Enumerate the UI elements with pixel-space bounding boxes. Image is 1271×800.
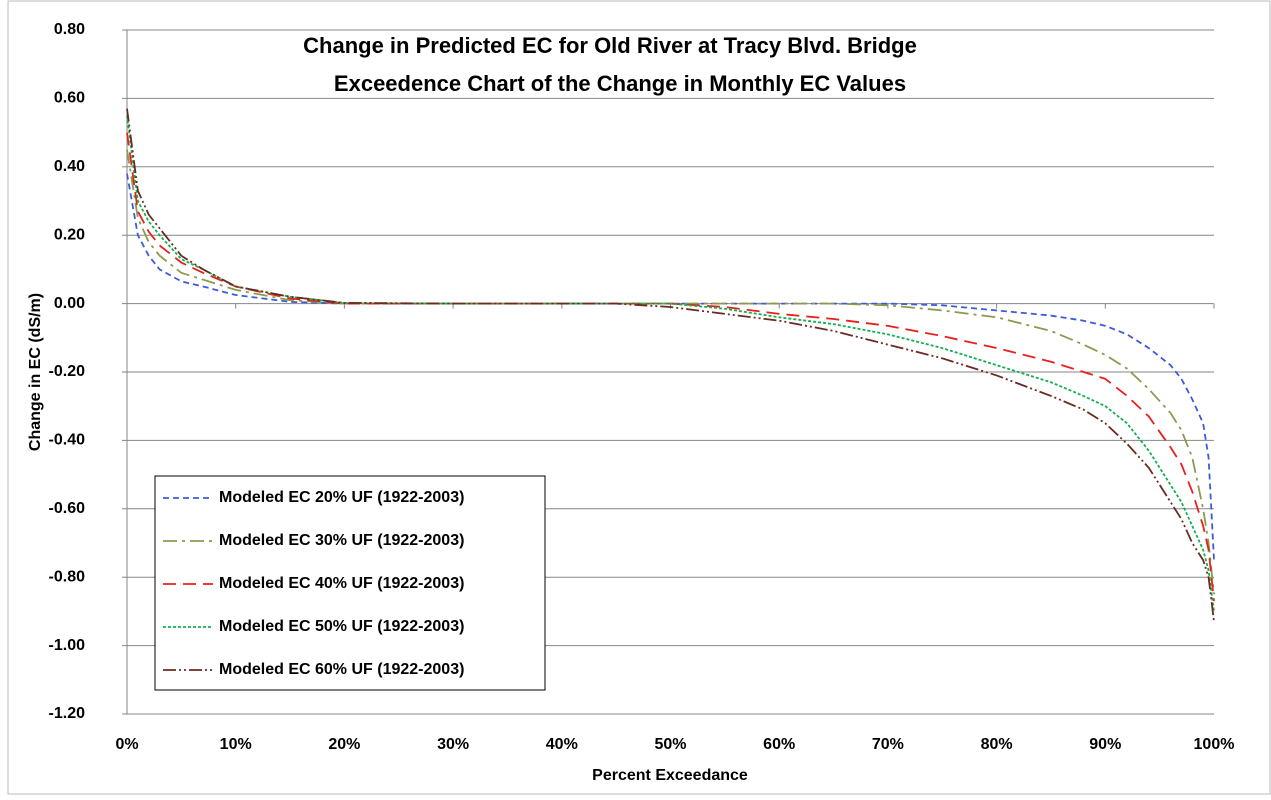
y-tick-label: 0.20 (54, 226, 85, 243)
chart-subtitle: Exceedence Chart of the Change in Monthl… (334, 71, 906, 96)
x-tick-label: 30% (437, 736, 469, 753)
x-tick-label: 70% (872, 736, 904, 753)
legend-label: Modeled EC 60% UF (1922-2003) (219, 661, 464, 678)
legend-box (154, 475, 546, 691)
x-axis-title: Percent Exceedance (592, 767, 748, 784)
x-tick-label: 60% (763, 736, 795, 753)
legend-label: Modeled EC 50% UF (1922-2003) (219, 618, 464, 635)
y-tick-label: -1.20 (49, 705, 86, 722)
x-tick-label: 80% (981, 736, 1013, 753)
x-tick-label: 20% (328, 736, 360, 753)
y-tick-label: -0.80 (49, 568, 86, 585)
y-tick-label: 0.00 (54, 295, 85, 312)
x-tick-label: 50% (654, 736, 686, 753)
y-tick-label: -0.20 (49, 363, 86, 380)
y-axis-title: Change in EC (dS/m) (27, 293, 44, 451)
x-tick-label: 10% (220, 736, 252, 753)
series-line (126, 115, 1215, 612)
y-tick-label: -1.00 (49, 637, 86, 654)
x-tick-label: 0% (115, 736, 138, 753)
y-tick-label: -0.60 (49, 500, 86, 517)
series-line (126, 149, 1215, 595)
legend-label: Modeled EC 40% UF (1922-2003) (219, 575, 464, 592)
y-tick-label: 0.40 (54, 158, 85, 175)
y-tick-label: 0.80 (54, 21, 85, 38)
series-line (126, 108, 1215, 622)
x-tick-label: 40% (546, 736, 578, 753)
y-tick-label: 0.60 (54, 90, 85, 107)
legend-label: Modeled EC 30% UF (1922-2003) (219, 532, 464, 549)
chart-title: Change in Predicted EC for Old River at … (303, 33, 917, 58)
series-line (126, 132, 1215, 602)
x-tick-label: 100% (1194, 736, 1235, 753)
y-tick-label: -0.40 (49, 432, 86, 449)
x-tick-label: 90% (1089, 736, 1121, 753)
legend-label: Modeled EC 20% UF (1922-2003) (219, 489, 464, 506)
